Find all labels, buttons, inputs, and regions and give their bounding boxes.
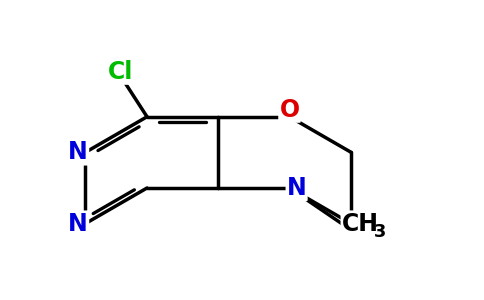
Text: Cl: Cl — [108, 60, 134, 84]
Text: N: N — [68, 140, 88, 164]
Text: N: N — [68, 212, 88, 236]
Text: N: N — [287, 176, 306, 200]
Text: O: O — [279, 98, 300, 122]
Text: CH: CH — [342, 212, 379, 236]
Text: 3: 3 — [374, 223, 386, 241]
